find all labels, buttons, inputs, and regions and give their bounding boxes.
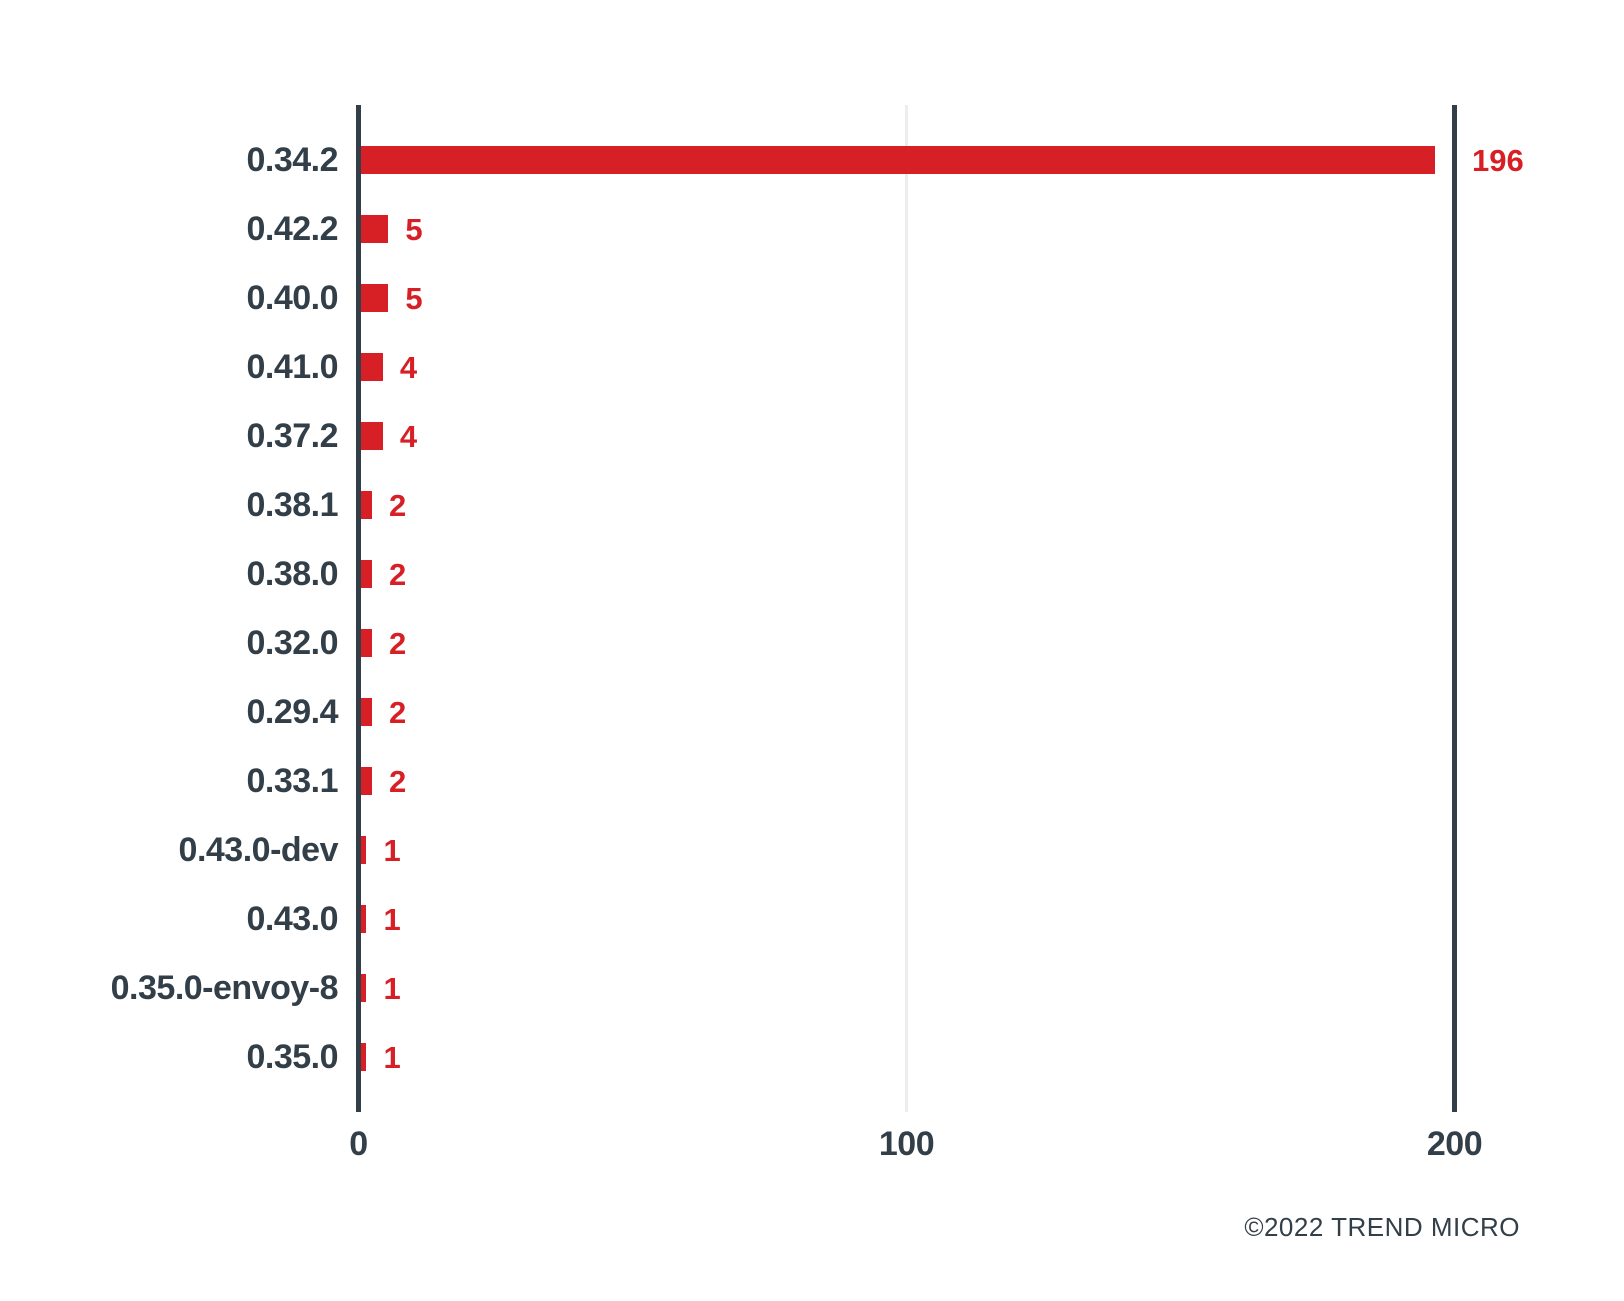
- category-label: 0.29.4: [246, 692, 338, 731]
- axis-line-200: [1452, 105, 1457, 1112]
- gridline-100: [905, 105, 908, 1112]
- value-label: 5: [405, 280, 423, 316]
- bar: [361, 283, 389, 312]
- value-label: 2: [388, 487, 407, 523]
- value-label: 1: [383, 970, 401, 1006]
- category-label: 0.32.0: [246, 623, 338, 662]
- value-label: 2: [388, 694, 407, 730]
- category-label: 0.40.0: [246, 278, 338, 317]
- bar: [361, 421, 383, 450]
- bar: [361, 697, 372, 726]
- value-label: 1: [383, 901, 401, 937]
- value-label: 1: [383, 832, 401, 868]
- category-label: 0.38.0: [246, 554, 338, 593]
- category-label: 0.42.2: [246, 209, 338, 248]
- bar: [361, 835, 367, 864]
- bar: [361, 766, 372, 795]
- value-label: 2: [388, 625, 407, 661]
- bar: [361, 973, 367, 1002]
- value-label: 4: [399, 418, 418, 454]
- x-tick-label: 100: [878, 1125, 935, 1163]
- y-axis-line: [356, 105, 361, 1112]
- category-label: 0.35.0: [246, 1037, 338, 1076]
- value-label: 4: [399, 349, 418, 385]
- bar: [361, 214, 389, 243]
- bar: [361, 490, 372, 519]
- value-label: 196: [1472, 143, 1524, 178]
- bar: [361, 1042, 367, 1071]
- category-label: 0.35.0-envoy-8: [110, 968, 339, 1007]
- bar: [361, 628, 372, 657]
- category-label: 0.34.2: [246, 141, 338, 179]
- bar: [361, 146, 1436, 174]
- bar: [361, 559, 372, 588]
- category-label: 0.38.1: [246, 485, 338, 524]
- x-tick-label: 0: [349, 1125, 368, 1163]
- bar: [361, 352, 383, 381]
- x-tick-label: 200: [1426, 1125, 1483, 1163]
- bar: [361, 904, 367, 933]
- category-label: 0.41.0: [246, 347, 338, 386]
- value-label: 2: [388, 556, 407, 592]
- category-label: 0.33.1: [246, 761, 338, 800]
- category-label: 0.43.0-dev: [178, 830, 339, 869]
- value-label: 5: [405, 211, 423, 247]
- category-label: 0.37.2: [246, 416, 338, 455]
- category-label: 0.43.0: [246, 899, 338, 938]
- value-label: 2: [388, 763, 407, 799]
- copyright-text: ©2022 TREND MICRO: [1244, 1212, 1520, 1242]
- value-label: 1: [383, 1039, 401, 1075]
